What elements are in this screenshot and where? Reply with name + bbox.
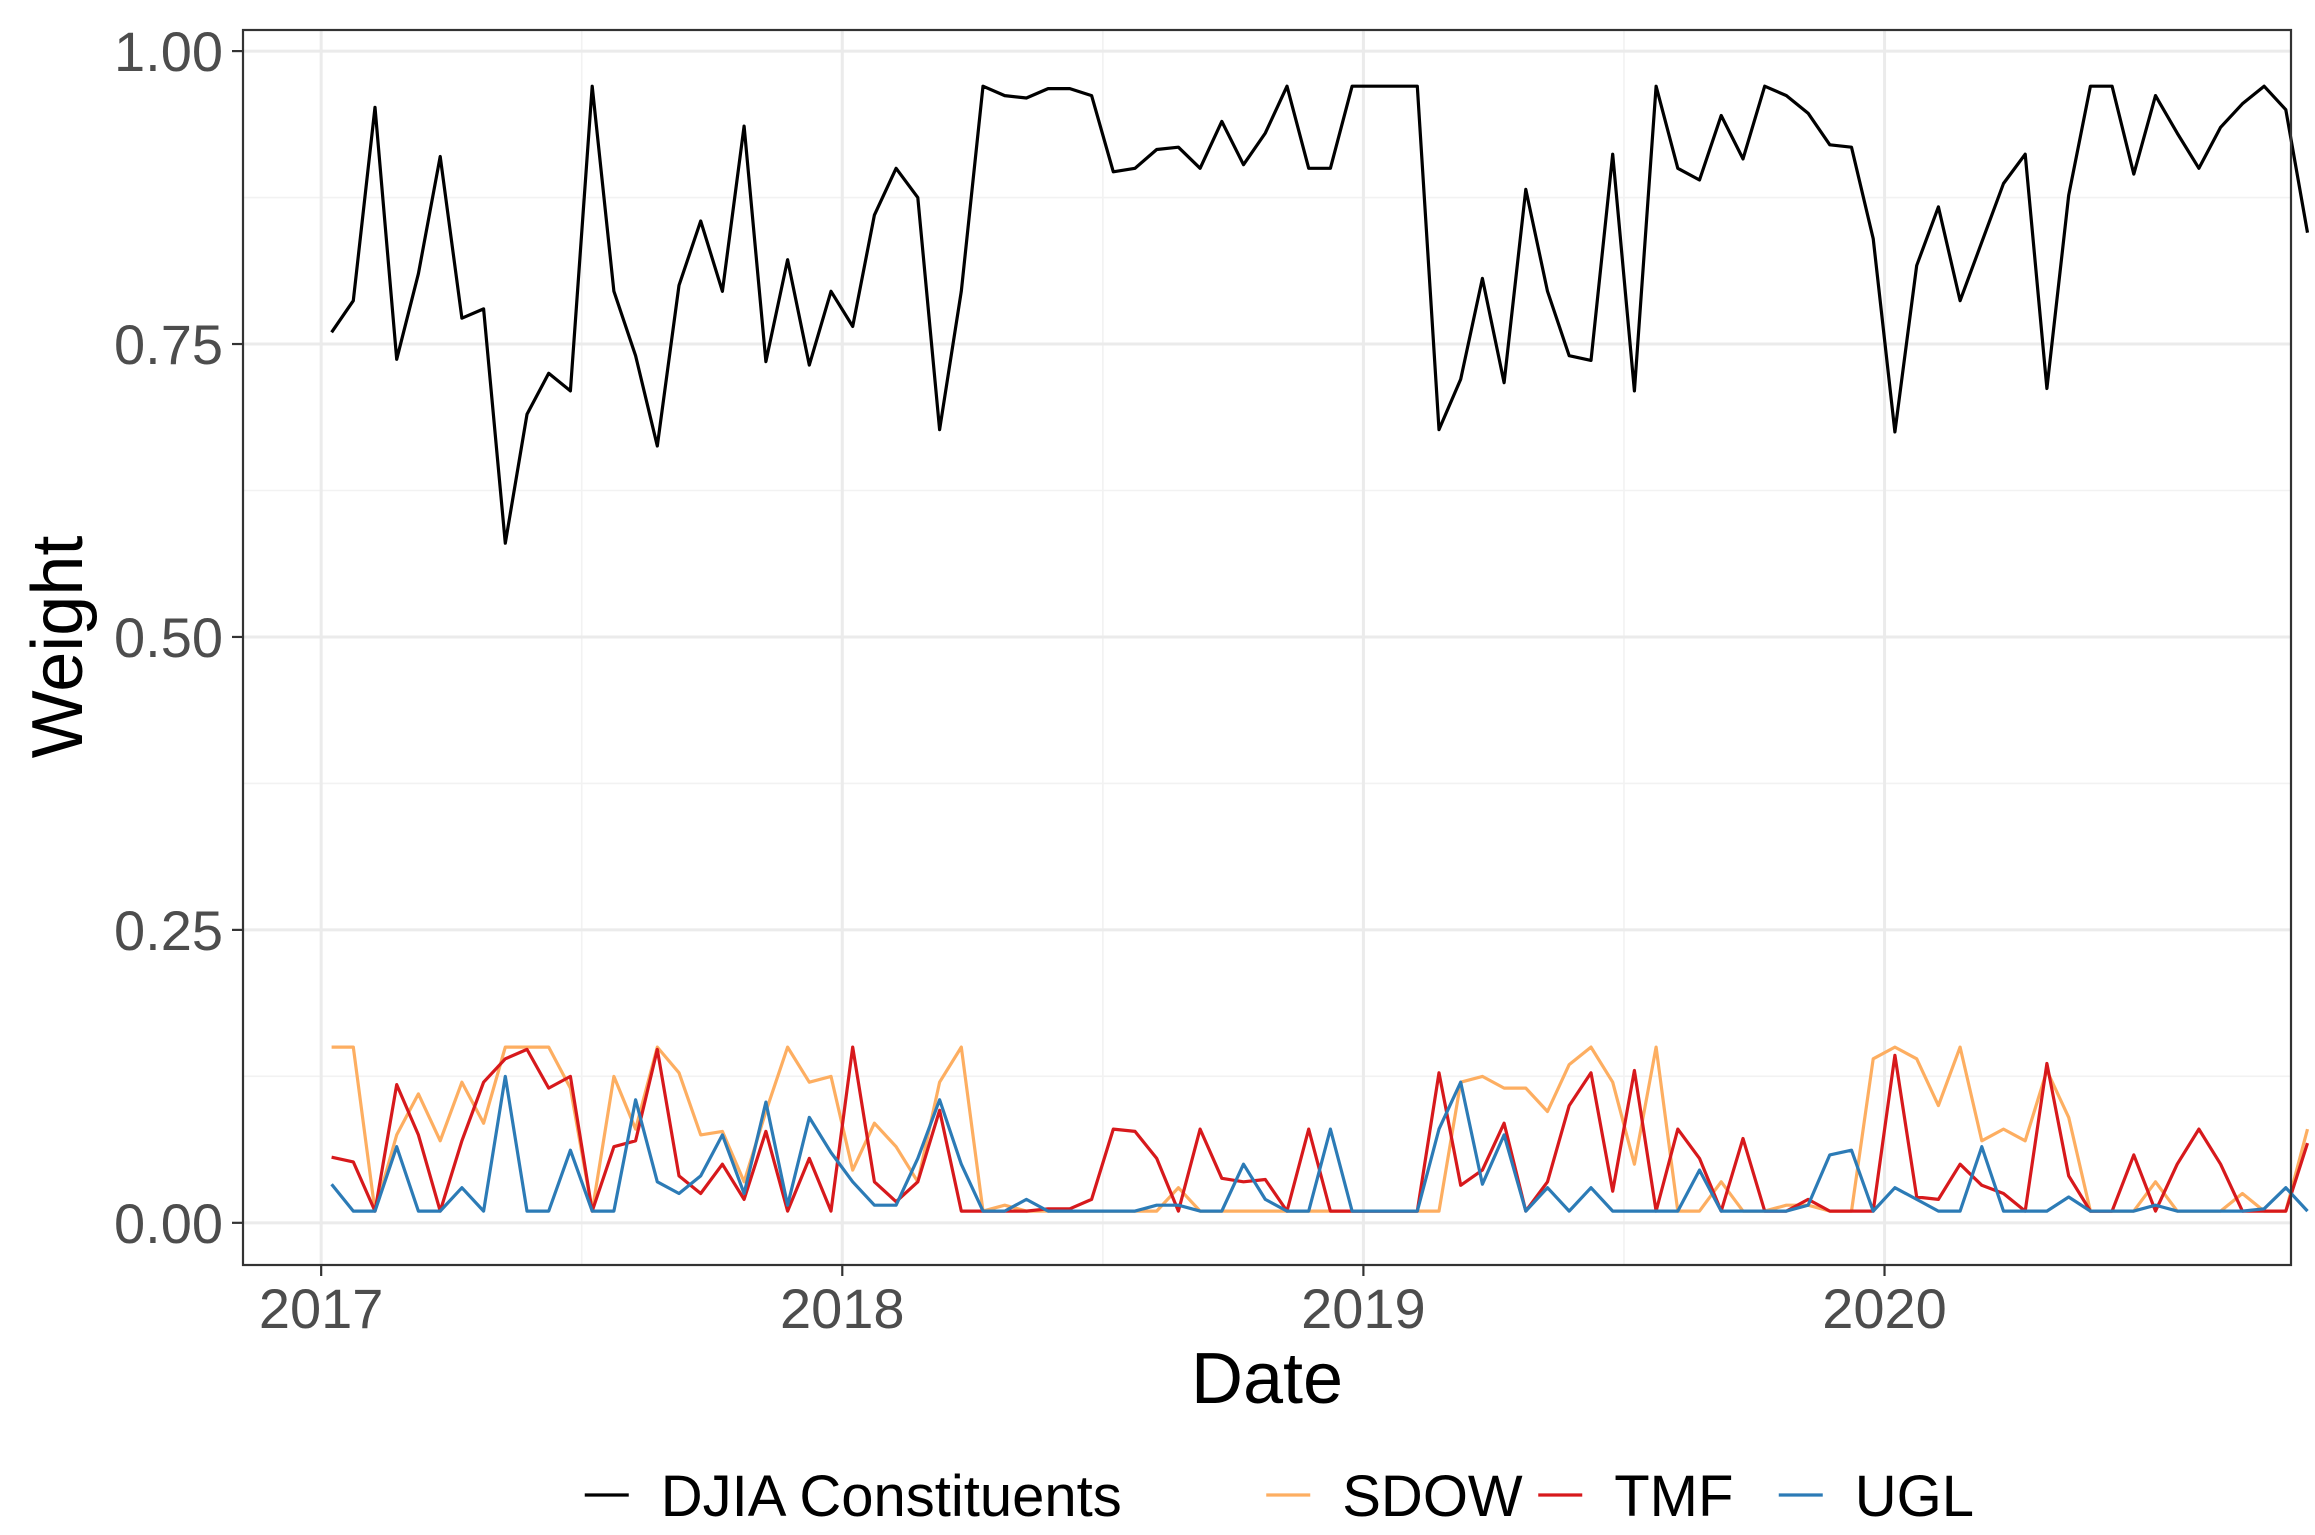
- series-line-djia-constituents: [330, 84, 2310, 545]
- plot-border: [241, 28, 2293, 1267]
- x-tick-label: 2020: [1822, 1277, 1947, 1340]
- y-tick-label: 1.00: [114, 20, 223, 83]
- series-lines: [330, 84, 2310, 1213]
- legend-label-sdow: SDOW: [1342, 1464, 1523, 1529]
- legend-label-djia-constituents: DJIA Constituents: [661, 1464, 1122, 1529]
- y-tick-label: 0.00: [114, 1192, 223, 1255]
- x-axis-title: Date: [1191, 1339, 1343, 1419]
- legend-label-tmf: TMF: [1614, 1464, 1733, 1529]
- axis-ticks: [232, 49, 1886, 1276]
- x-tick-labels: 2017 2018 2019 2020: [259, 1277, 1947, 1340]
- x-tick-label: 2017: [259, 1277, 384, 1340]
- series-line-sdow: [331, 1045, 2310, 1213]
- plot-panel: [243, 30, 2291, 1265]
- x-tick-label: 2018: [780, 1277, 905, 1340]
- y-tick-label: 0.50: [114, 606, 223, 669]
- y-tick-labels: 0.00 0.25 0.50 0.75 1.00: [114, 20, 223, 1255]
- y-tick-label: 0.75: [114, 313, 223, 376]
- legend: DJIA Constituents SDOW TMF UGL: [584, 1464, 1974, 1529]
- series-line-ugl: [330, 1074, 2309, 1213]
- y-tick-label: 0.25: [114, 899, 223, 962]
- x-tick-label: 2019: [1301, 1277, 1426, 1340]
- legend-label-ugl: UGL: [1855, 1464, 1974, 1529]
- grid-major: [243, 30, 2291, 1265]
- y-axis-title: Weight: [18, 536, 98, 759]
